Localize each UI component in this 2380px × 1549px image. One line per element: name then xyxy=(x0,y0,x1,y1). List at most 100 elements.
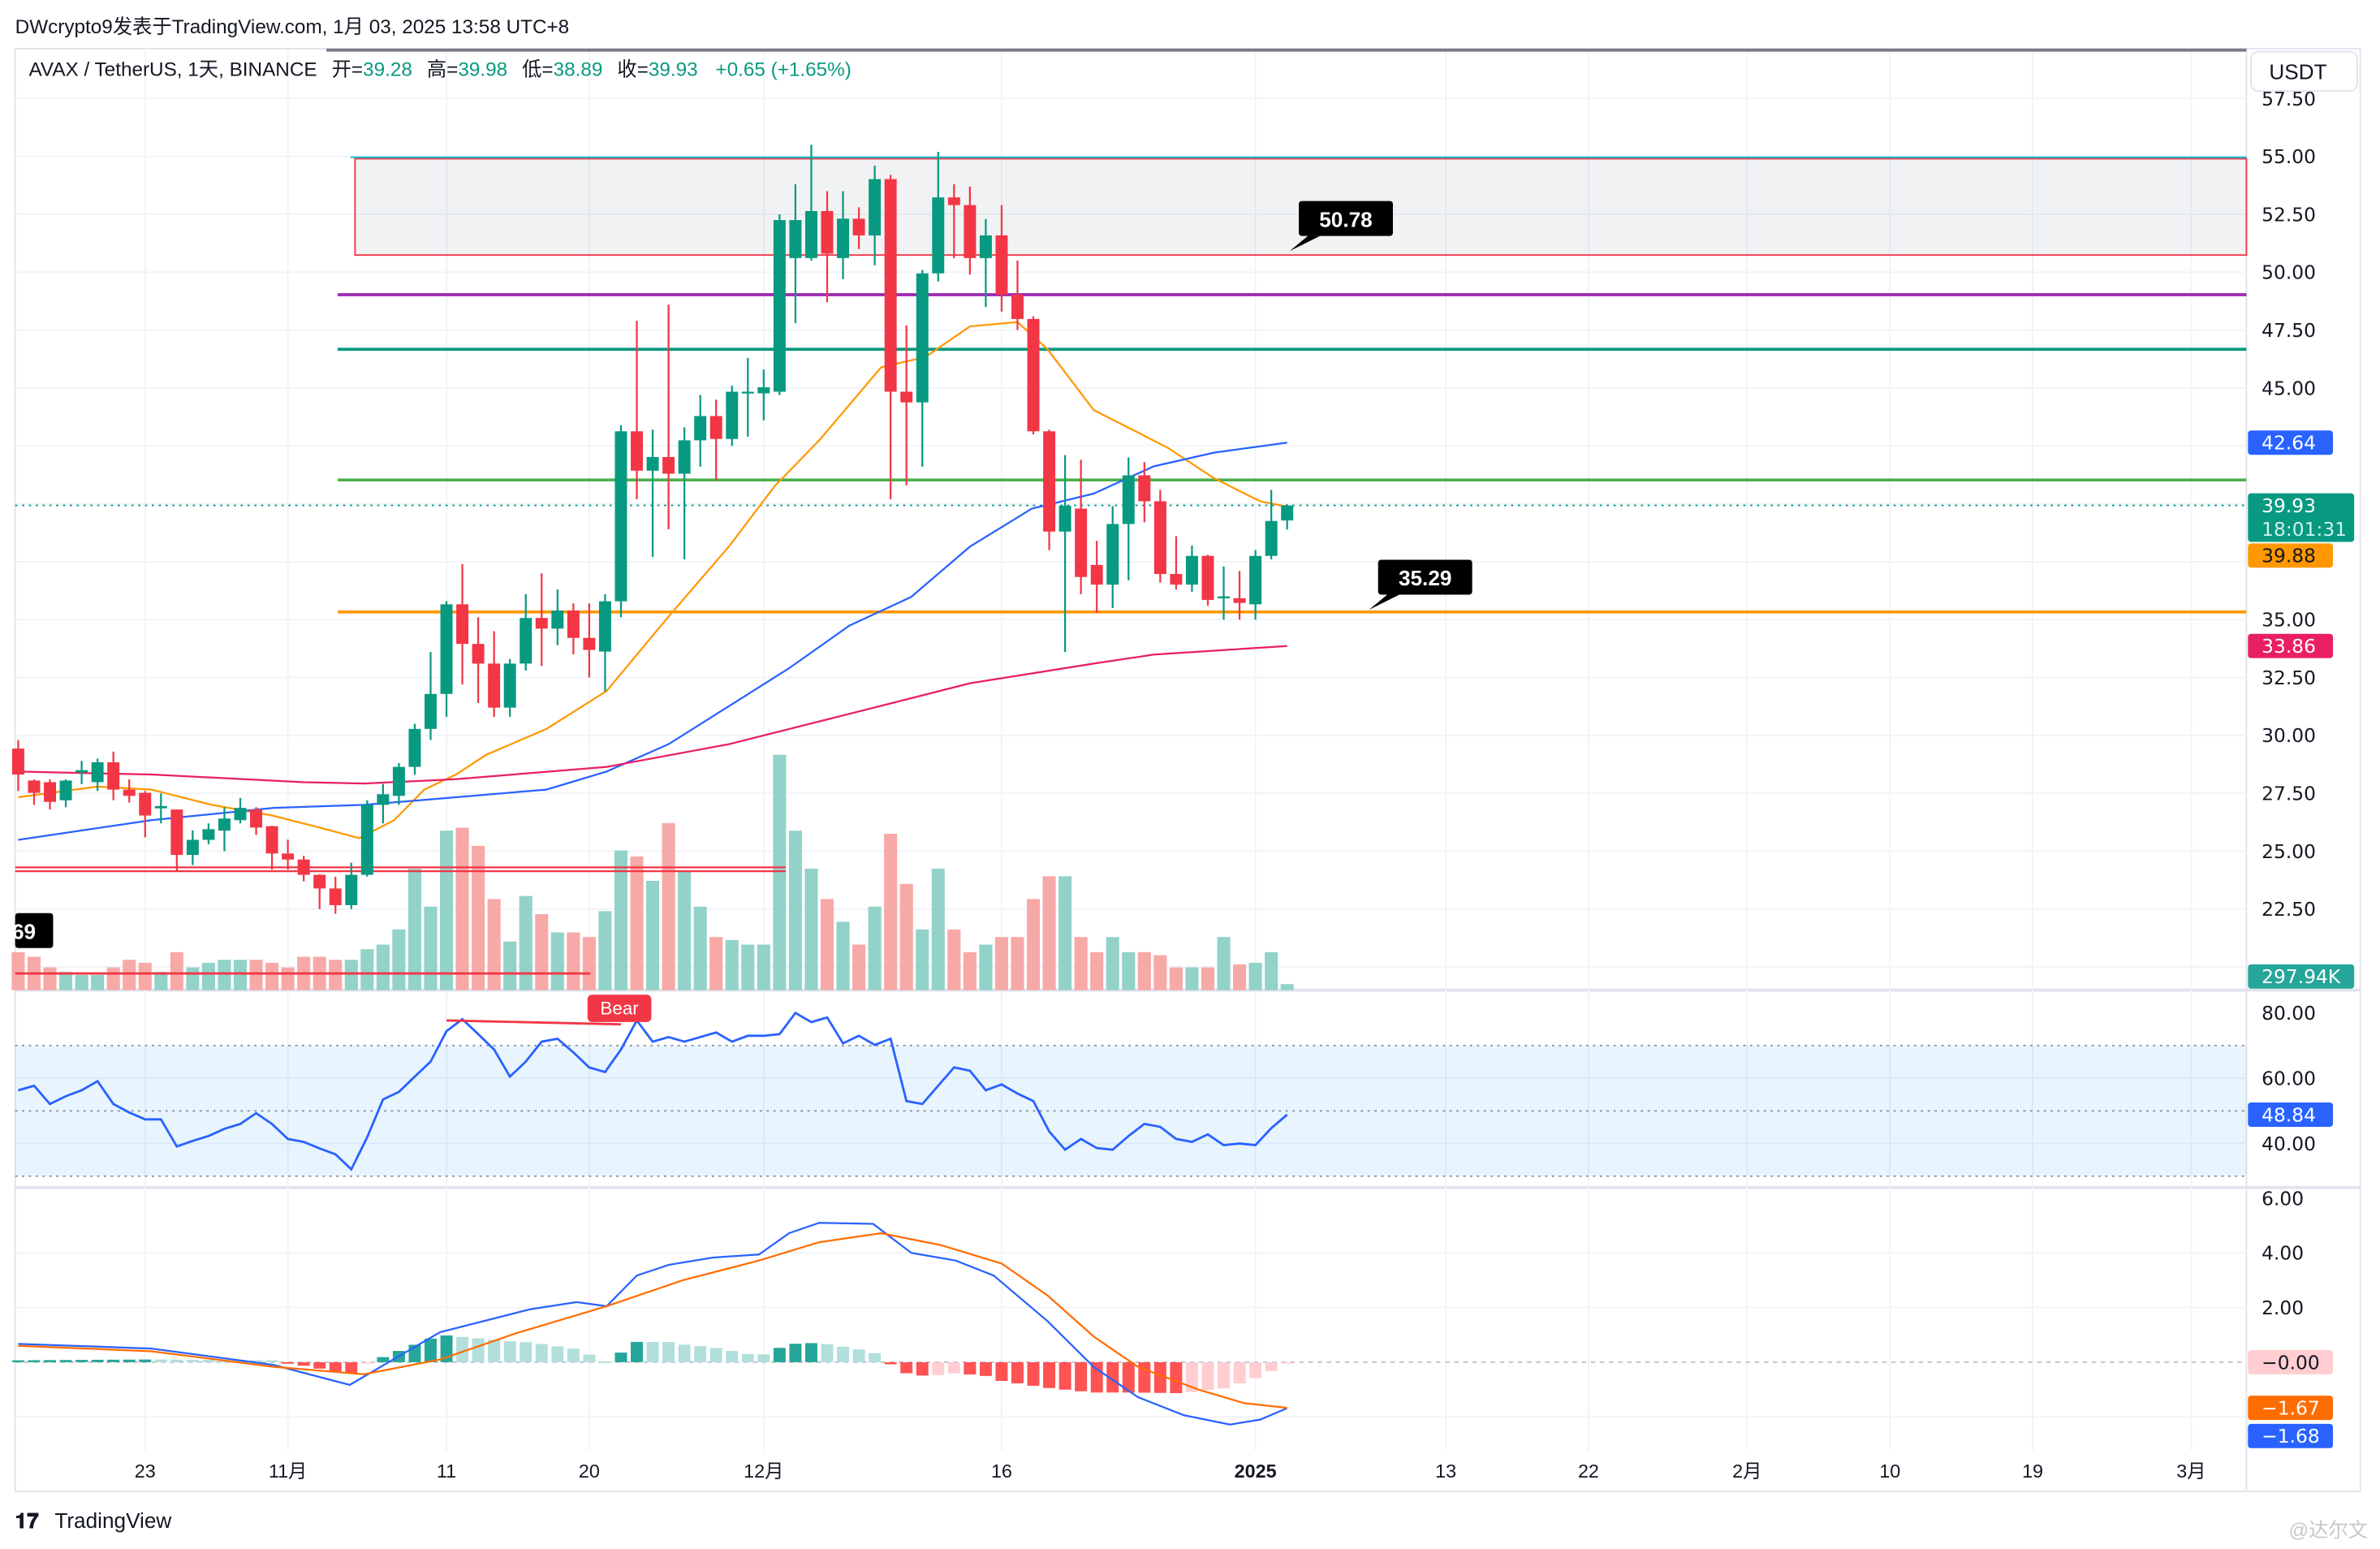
volume-bar xyxy=(662,822,675,990)
price-tick-label: 45.00 xyxy=(2261,377,2316,399)
macd-pane: 6.00 4.00 2.00 −0.00 −1.67 −1.68 xyxy=(11,1187,2334,1448)
time-tick-label: 20 xyxy=(579,1461,600,1482)
candle xyxy=(75,761,88,784)
candle xyxy=(947,183,960,259)
price-tick-label: 47.50 xyxy=(2261,319,2316,342)
candle xyxy=(535,573,548,667)
volume-bar xyxy=(1137,951,1151,990)
volume-bar xyxy=(1058,876,1072,990)
candle-body xyxy=(694,416,707,441)
candle-body xyxy=(1122,475,1135,524)
candle-body xyxy=(1281,505,1294,521)
candle xyxy=(773,214,786,395)
candle-body xyxy=(757,387,770,394)
candle-body xyxy=(535,618,548,629)
price-tick-label: 50.00 xyxy=(2261,261,2316,284)
candle-body xyxy=(900,391,913,403)
macd-histogram-bar xyxy=(202,1360,215,1362)
candle xyxy=(123,779,136,803)
rsi-badge-text: 48.84 xyxy=(2261,1103,2316,1126)
macd-histogram-bar xyxy=(360,1361,373,1364)
candle-body xyxy=(979,235,992,258)
brand-text: TradingView xyxy=(54,1508,171,1533)
macd-histogram-bar xyxy=(282,1361,295,1364)
candle xyxy=(202,823,215,844)
volume-bar xyxy=(899,883,913,990)
tradingview-logo[interactable]: 𝟏𝟕 TradingView xyxy=(15,1508,172,1533)
volume-bar xyxy=(170,951,183,990)
candle-body xyxy=(107,762,120,790)
axes: 57.5055.0052.5050.0047.5045.0035.0032.50… xyxy=(135,88,2355,1482)
candle xyxy=(567,603,580,654)
time-tick-label: 22 xyxy=(1578,1461,1599,1482)
volume-bar xyxy=(582,937,596,990)
macd-histogram-bar xyxy=(1043,1361,1056,1388)
candle xyxy=(1201,554,1214,606)
volume-badge: 297.94K xyxy=(2248,964,2355,989)
candle xyxy=(503,658,516,718)
candle xyxy=(979,218,992,308)
volume-bar xyxy=(360,949,374,990)
volume-bar xyxy=(75,974,88,990)
candle-body xyxy=(1075,508,1088,577)
callout-pointer xyxy=(1289,235,1321,252)
macd-histogram-bar xyxy=(694,1346,707,1362)
rsi-tick-label: 40.00 xyxy=(2261,1133,2316,1155)
volume-bar xyxy=(804,868,818,990)
candle-body xyxy=(520,618,532,664)
volume-bar xyxy=(614,850,628,990)
volume-bar xyxy=(757,944,770,990)
macd-histogram-bar xyxy=(709,1348,722,1362)
candle xyxy=(583,603,596,678)
volume-bar xyxy=(11,951,25,990)
price-badge-bg xyxy=(2248,543,2334,568)
macd-histogram-bar xyxy=(297,1361,310,1366)
candle xyxy=(964,186,977,275)
volume-bar xyxy=(947,929,961,990)
price-badge: 39.88 xyxy=(2248,543,2334,568)
candle-body xyxy=(265,826,278,854)
candle-body xyxy=(234,808,247,821)
candle-body xyxy=(1138,475,1151,502)
volume-bar xyxy=(1217,937,1231,990)
candle-body xyxy=(551,611,564,629)
volume-bar xyxy=(201,962,215,990)
macd-histogram-bar xyxy=(567,1348,580,1362)
macd-histogram-bar xyxy=(1011,1361,1024,1383)
volume-bar xyxy=(218,960,231,990)
price-callout: 50.78 xyxy=(1289,201,1393,252)
volume-bar xyxy=(329,960,343,990)
macd-badge-bg xyxy=(2248,1423,2334,1448)
price-badge-subtext: 18:01:31 xyxy=(2261,518,2347,541)
volume-bar xyxy=(709,937,723,990)
macd-histogram-bar xyxy=(947,1361,960,1374)
candle xyxy=(44,779,56,810)
moving-average-line xyxy=(18,321,1287,839)
volume-bar xyxy=(472,845,485,990)
currency-button[interactable]: USDT xyxy=(2250,50,2358,93)
macd-histogram-bar xyxy=(741,1353,754,1362)
volume-badge-bg xyxy=(2248,964,2355,989)
macd-histogram-bar xyxy=(726,1351,739,1362)
volume-bar xyxy=(138,962,152,990)
volume-bar xyxy=(646,880,660,990)
volume-bar xyxy=(1280,984,1294,990)
candle xyxy=(726,386,739,447)
symbol-title[interactable]: AVAX / TetherUS, 1天, BINANCE xyxy=(29,59,317,81)
macd-badge-text: −0.00 xyxy=(2261,1351,2320,1374)
macd-histogram-bar xyxy=(265,1360,278,1362)
candle xyxy=(884,175,897,499)
macd-line xyxy=(18,1222,1288,1426)
candle xyxy=(804,145,817,261)
macd-histogram-bar xyxy=(1170,1361,1183,1394)
macd-histogram-bar xyxy=(804,1343,817,1362)
candle-body xyxy=(1185,555,1198,585)
candle-body xyxy=(377,794,390,805)
macd-histogram-bar xyxy=(488,1340,501,1362)
candle xyxy=(218,807,231,852)
candle xyxy=(186,830,199,865)
volume-bar xyxy=(233,960,248,990)
low-label: 低= xyxy=(522,59,553,81)
